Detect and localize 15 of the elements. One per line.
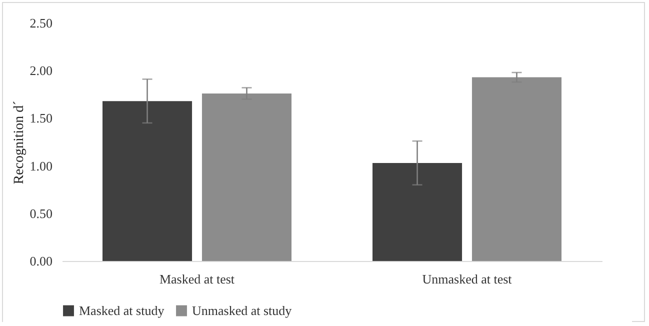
y-axis-title: Recognition d´: [12, 100, 27, 184]
legend-label: Unmasked at study: [192, 302, 292, 318]
bar: [472, 77, 562, 261]
y-tick-label: 1.00: [30, 158, 52, 174]
y-tick-label: 0.50: [30, 206, 52, 221]
y-tick-label: 1.50: [30, 110, 52, 126]
y-tick-label: 2.00: [30, 63, 52, 78]
x-tick-label: Unmasked at test: [422, 272, 512, 286]
legend-label: Masked at study: [79, 302, 165, 318]
y-tick-label: 0.00: [30, 254, 52, 268]
bar: [102, 101, 192, 261]
x-tick-label: Masked at test: [159, 272, 235, 286]
bar: [372, 162, 462, 261]
bar: [202, 93, 292, 261]
y-tick-label: 2.50: [30, 16, 52, 30]
